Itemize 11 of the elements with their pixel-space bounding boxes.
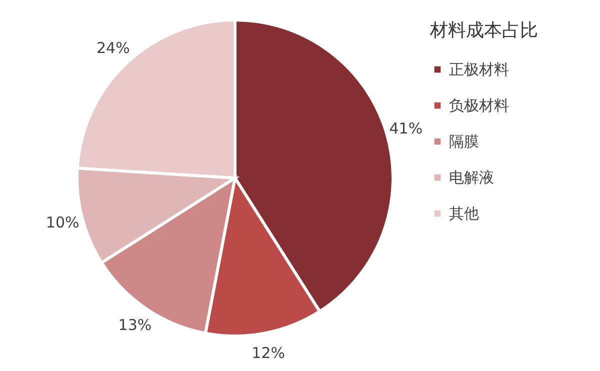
legend-label: 负极材料 xyxy=(449,96,509,114)
legend-label: 隔膜 xyxy=(449,132,479,150)
data-label: 13% xyxy=(118,316,152,334)
legend-title: 材料成本占比 xyxy=(429,20,538,41)
legend-label: 正极材料 xyxy=(449,60,509,78)
data-label: 10% xyxy=(46,213,80,232)
legend-label: 其他 xyxy=(449,204,479,222)
data-label: 24% xyxy=(96,39,130,58)
data-label: 41% xyxy=(389,119,423,138)
legend-label: 电解液 xyxy=(449,168,494,186)
data-label: 12% xyxy=(252,344,286,362)
